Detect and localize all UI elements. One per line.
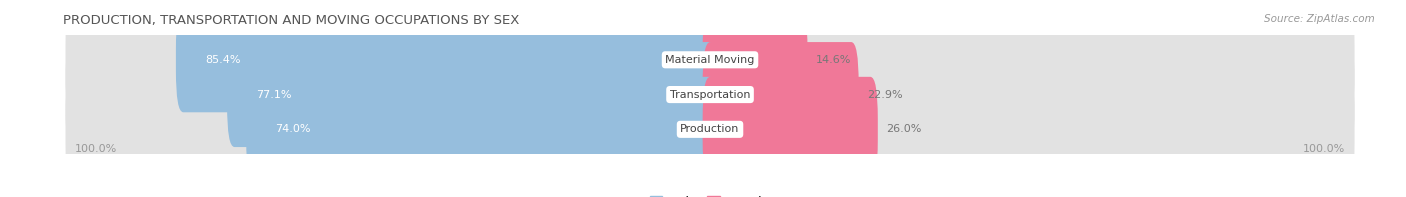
Text: 14.6%: 14.6% [815,55,851,65]
Text: Production: Production [681,124,740,134]
Text: 22.9%: 22.9% [866,90,903,99]
Text: 100.0%: 100.0% [75,144,117,154]
FancyBboxPatch shape [703,7,807,112]
Text: Transportation: Transportation [669,90,751,99]
FancyBboxPatch shape [176,7,717,112]
Text: 26.0%: 26.0% [886,124,921,134]
Text: Source: ZipAtlas.com: Source: ZipAtlas.com [1264,14,1375,24]
Text: PRODUCTION, TRANSPORTATION AND MOVING OCCUPATIONS BY SEX: PRODUCTION, TRANSPORTATION AND MOVING OC… [63,14,520,27]
FancyBboxPatch shape [228,42,717,147]
FancyBboxPatch shape [66,0,1354,125]
Text: 85.4%: 85.4% [205,55,240,65]
FancyBboxPatch shape [703,42,859,147]
FancyBboxPatch shape [703,77,877,182]
Text: 100.0%: 100.0% [1303,144,1346,154]
Legend: Male, Female: Male, Female [650,196,770,197]
FancyBboxPatch shape [66,64,1354,195]
Text: Material Moving: Material Moving [665,55,755,65]
Text: 74.0%: 74.0% [276,124,311,134]
FancyBboxPatch shape [66,29,1354,160]
FancyBboxPatch shape [246,77,717,182]
Text: 77.1%: 77.1% [256,90,291,99]
